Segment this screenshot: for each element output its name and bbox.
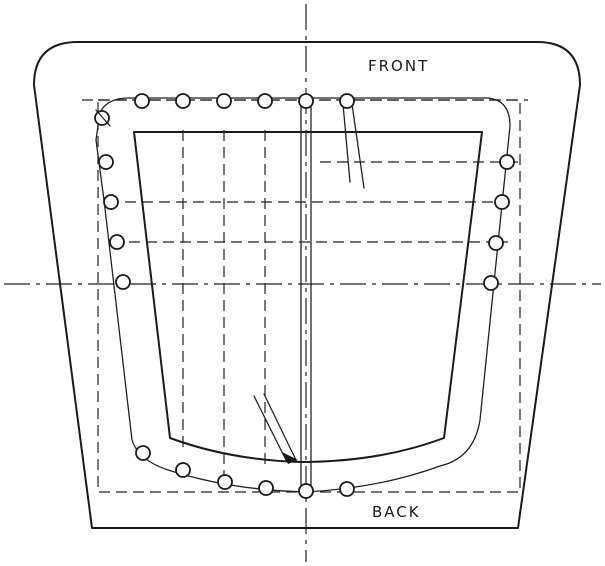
bolt-hole xyxy=(109,234,125,250)
bolt-hole xyxy=(115,274,131,290)
outer-plate-outline xyxy=(33,41,581,529)
weld-mark xyxy=(282,452,298,464)
gasket-outline xyxy=(95,97,511,493)
bolt-hole-cross xyxy=(95,109,111,127)
bolt-holes xyxy=(94,93,515,499)
bolt-hole xyxy=(134,93,150,109)
bolt-hole xyxy=(298,93,314,109)
bolt-hole xyxy=(258,480,274,496)
bolt-hole xyxy=(98,154,114,170)
bolt-hole xyxy=(103,194,119,210)
hinge-strip-lower-2 xyxy=(263,393,297,461)
hinge-strip-upper xyxy=(342,103,351,183)
bolt-hole xyxy=(298,483,314,499)
bolt-hole xyxy=(175,93,191,109)
bolt-hole xyxy=(339,481,355,497)
construction-rectangle xyxy=(97,99,521,493)
bolt-hole xyxy=(216,93,232,109)
bolt-hole xyxy=(257,93,273,109)
opening-outline xyxy=(133,131,483,463)
front-label: FRONT xyxy=(368,57,429,75)
hinge-strip-upper-2 xyxy=(351,103,365,189)
bolt-hole xyxy=(499,154,515,170)
bolt-hole xyxy=(175,462,191,478)
bolt-hole xyxy=(488,235,504,251)
bolt-hole xyxy=(135,445,151,461)
bolt-hole xyxy=(483,275,499,291)
bolt-hole xyxy=(339,93,355,109)
back-label: BACK xyxy=(372,503,421,521)
hinge-strip-lower xyxy=(253,395,287,461)
bolt-hole xyxy=(494,194,510,210)
bolt-hole xyxy=(217,474,233,490)
